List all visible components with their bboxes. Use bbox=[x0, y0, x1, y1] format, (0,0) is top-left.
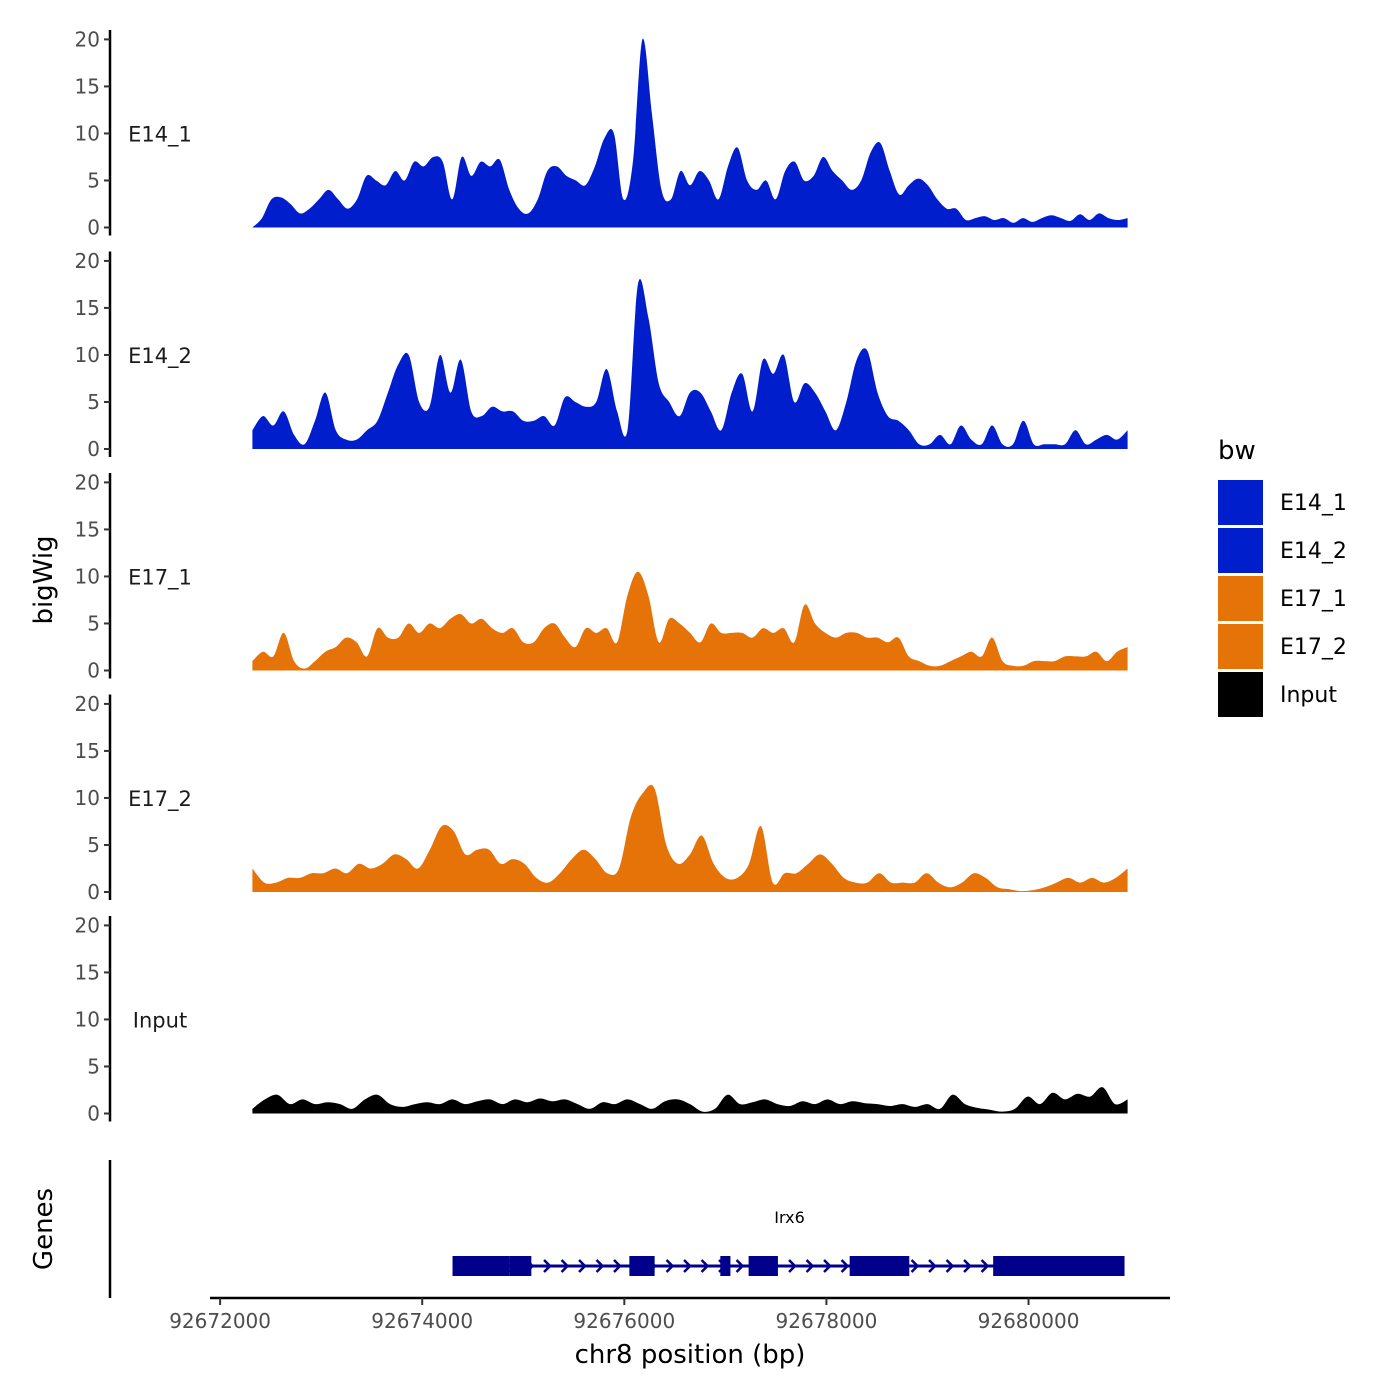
gene-label: Irx6 bbox=[774, 1208, 805, 1227]
legend-swatch-E14_2 bbox=[1218, 528, 1263, 573]
y-tick-label: 5 bbox=[87, 168, 100, 192]
strand-arrow bbox=[840, 1259, 850, 1273]
legend-label-Input: Input bbox=[1280, 683, 1337, 708]
strand-arrow bbox=[543, 1259, 552, 1273]
track-label-E17_2: E17_2 bbox=[128, 787, 192, 812]
exon-7 bbox=[993, 1256, 1125, 1276]
y-tick-label: 15 bbox=[75, 74, 100, 98]
y-tick-label: 5 bbox=[87, 390, 100, 414]
track-E17_2: 0 5 10 15 20 E17_2 bbox=[75, 692, 1128, 904]
y-tick-label: 20 bbox=[75, 249, 100, 273]
legend-swatch-Input bbox=[1218, 672, 1263, 717]
area-E17_2 bbox=[252, 784, 1128, 892]
strand-arrow bbox=[595, 1259, 605, 1273]
strand-arrow bbox=[823, 1259, 832, 1273]
y-tick-label: 20 bbox=[75, 27, 100, 51]
y-tick-label: 0 bbox=[87, 216, 100, 240]
strand-arrow bbox=[945, 1259, 955, 1273]
area-E17_1 bbox=[252, 571, 1128, 671]
strand-arrow bbox=[665, 1259, 675, 1273]
legend-swatch-E14_1 bbox=[1218, 480, 1263, 525]
strand-arrow bbox=[578, 1259, 587, 1273]
area-E14_1 bbox=[252, 38, 1128, 228]
y-tick-label: 10 bbox=[75, 343, 100, 367]
strand-arrow bbox=[683, 1259, 692, 1273]
x-tick-label: 92672000 bbox=[169, 1309, 271, 1333]
exon-6 bbox=[849, 1256, 910, 1276]
strand-arrow bbox=[805, 1259, 815, 1273]
y-tick-label: 5 bbox=[87, 1054, 100, 1078]
y-tick-label: 20 bbox=[75, 470, 100, 494]
legend-label-E14_2: E14_2 bbox=[1280, 539, 1347, 564]
track-label-E17_1: E17_1 bbox=[128, 565, 192, 590]
y-tick-label: 0 bbox=[87, 1102, 100, 1126]
y-tick-label: 15 bbox=[75, 739, 100, 763]
y-tick-label: 0 bbox=[87, 659, 100, 683]
exon-5 bbox=[748, 1256, 778, 1276]
strand-arrow bbox=[613, 1259, 622, 1273]
exon-1 bbox=[452, 1256, 510, 1276]
track-E17_1: 0 5 10 15 20 E17_1 bbox=[75, 470, 1128, 683]
strand-arrow bbox=[700, 1259, 710, 1273]
track-Input: 0 5 10 15 20 Input bbox=[75, 913, 1128, 1126]
strand-arrow bbox=[735, 1259, 745, 1273]
y-tick-label: 15 bbox=[75, 960, 100, 984]
y-tick-label: 20 bbox=[75, 692, 100, 716]
x-axis: 92672000 92674000 92676000 92678000 92680000 bbox=[169, 1296, 1170, 1333]
area-E14_2 bbox=[252, 279, 1128, 449]
area-Input bbox=[252, 1087, 1128, 1114]
legend: bw E14_1 E14_2 E17_1 E17_2 Input bbox=[1218, 436, 1347, 717]
gene-panel: Irx6 bbox=[108, 1160, 1125, 1298]
track-E14_2: 0 5 10 15 20 E14_2 bbox=[75, 249, 1128, 461]
x-tick-label: 92678000 bbox=[776, 1309, 878, 1333]
track-label-Input: Input bbox=[133, 1008, 187, 1032]
x-axis-title: chr8 position (bp) bbox=[575, 1340, 806, 1370]
legend-swatch-E17_2 bbox=[1218, 624, 1263, 669]
strand-arrow bbox=[980, 1259, 990, 1273]
y-tick-label: 10 bbox=[75, 121, 100, 145]
exon-2 bbox=[509, 1256, 532, 1276]
x-tick-label: 92674000 bbox=[371, 1309, 473, 1333]
legend-label-E17_1: E17_1 bbox=[1280, 587, 1347, 612]
y-tick-label: 10 bbox=[75, 1007, 100, 1031]
exon-4 bbox=[720, 1256, 731, 1276]
track-label-E14_2: E14_2 bbox=[128, 344, 192, 369]
legend-label-E14_1: E14_1 bbox=[1280, 491, 1347, 516]
y-tick-label: 5 bbox=[87, 833, 100, 857]
y-tick-label: 10 bbox=[75, 786, 100, 810]
y-tick-label: 0 bbox=[87, 437, 100, 461]
x-tick-label: 92680000 bbox=[978, 1309, 1080, 1333]
strand-arrow bbox=[963, 1259, 972, 1273]
y-tick-label: 0 bbox=[87, 880, 100, 904]
legend-label-E17_2: E17_2 bbox=[1280, 635, 1347, 660]
legend-swatch-E17_1 bbox=[1218, 576, 1263, 621]
strand-arrow bbox=[560, 1259, 570, 1273]
y-tick-label: 15 bbox=[75, 296, 100, 320]
y-tick-label: 15 bbox=[75, 517, 100, 541]
bigwig-tracks: 05101520E14_105101520E14_205101520E17_10… bbox=[75, 27, 1128, 1126]
strand-arrow bbox=[910, 1259, 920, 1273]
legend-title: bw bbox=[1218, 436, 1256, 466]
exon-3 bbox=[629, 1256, 655, 1276]
track-label-E14_1: E14_1 bbox=[128, 122, 192, 147]
y-tick-label: 10 bbox=[75, 564, 100, 588]
strand-arrow bbox=[788, 1259, 797, 1273]
genes-axis-title: Genes bbox=[29, 1188, 59, 1270]
y-tick-label: 5 bbox=[87, 611, 100, 635]
track-E14_1: 0 5 10 15 20 E14_1 bbox=[75, 27, 1128, 240]
y-tick-label: 20 bbox=[75, 913, 100, 937]
y-axis-title: bigWig bbox=[29, 535, 59, 624]
x-tick-label: 92676000 bbox=[573, 1309, 675, 1333]
strand-arrow bbox=[928, 1259, 937, 1273]
